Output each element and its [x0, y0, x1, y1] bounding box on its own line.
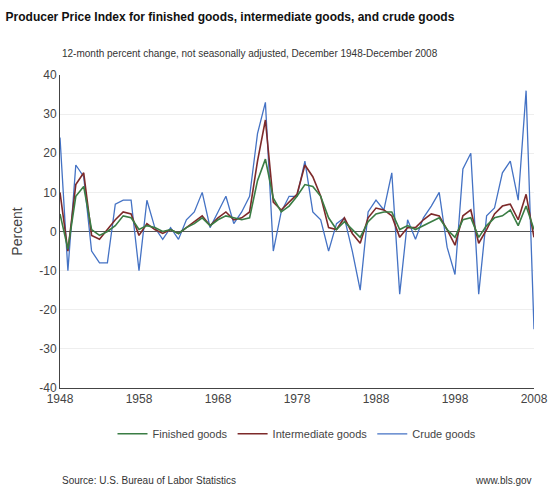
svg-text:12-month percent change, not s: 12-month percent change, not seasonally … [62, 48, 438, 59]
svg-text:Producer Price Index for finis: Producer Price Index for finished goods,… [6, 10, 455, 24]
svg-text:Source: U.S. Bureau of Labor S: Source: U.S. Bureau of Labor Statistics [62, 475, 236, 486]
svg-text:1988: 1988 [363, 392, 390, 406]
svg-text:-30: -30 [39, 342, 57, 356]
svg-text:1978: 1978 [284, 392, 311, 406]
svg-text:2008: 2008 [521, 392, 548, 406]
svg-text:-10: -10 [39, 264, 57, 278]
svg-text:1968: 1968 [205, 392, 232, 406]
svg-text:-40: -40 [39, 381, 57, 395]
svg-text:1998: 1998 [442, 392, 469, 406]
svg-text:Crude goods: Crude goods [412, 428, 475, 440]
svg-text:1948: 1948 [47, 392, 74, 406]
svg-text:20: 20 [43, 146, 57, 160]
svg-text:Intermediate goods: Intermediate goods [273, 428, 368, 440]
svg-text:10: 10 [43, 186, 57, 200]
svg-text:-20: -20 [39, 303, 57, 317]
svg-text:1958: 1958 [126, 392, 153, 406]
svg-text:Finished goods: Finished goods [153, 428, 228, 440]
svg-text:40: 40 [43, 68, 57, 82]
svg-text:30: 30 [43, 107, 57, 121]
svg-text:0: 0 [50, 225, 57, 239]
svg-text:Percent: Percent [9, 207, 25, 255]
svg-text:www.bls.gov: www.bls.gov [475, 475, 532, 486]
